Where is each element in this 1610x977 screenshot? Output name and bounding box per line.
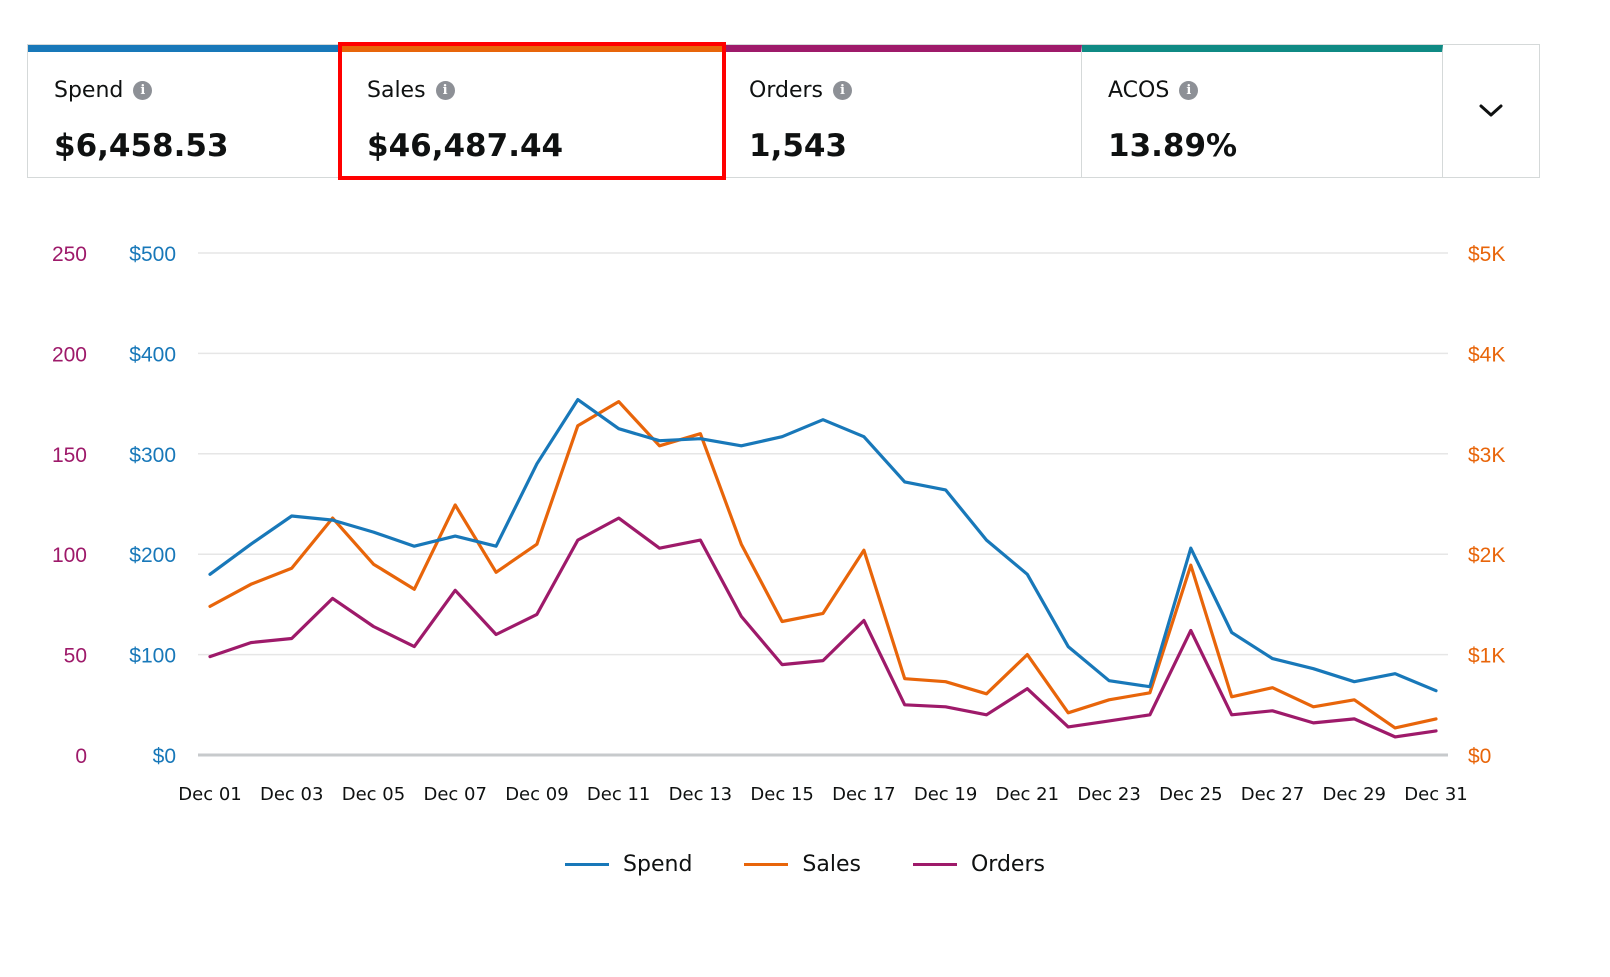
x-axis-tick-label: Dec 05 bbox=[342, 784, 405, 805]
legend-item-sales[interactable]: Sales bbox=[744, 852, 861, 877]
metric-label: ACOS i bbox=[1108, 78, 1199, 103]
orders-axis-tick-label: 150 bbox=[52, 444, 87, 467]
x-axis-tick-label: Dec 21 bbox=[996, 784, 1059, 805]
metric-tile-orders[interactable]: Orders i 1,543 bbox=[723, 45, 1082, 177]
sales-axis-tick-label: $4K bbox=[1468, 343, 1505, 366]
x-axis-tick-label: Dec 29 bbox=[1323, 784, 1386, 805]
spend-axis-tick-label: $400 bbox=[129, 343, 176, 366]
series-line-orders bbox=[208, 516, 1438, 739]
sales-axis-tick-label: $0 bbox=[1468, 745, 1491, 768]
legend-label: Sales bbox=[802, 852, 861, 877]
spend-axis-tick-label: $100 bbox=[129, 645, 176, 668]
info-icon[interactable]: i bbox=[435, 81, 455, 100]
metric-value: 13.89% bbox=[1108, 128, 1238, 164]
metric-label: Sales i bbox=[367, 78, 455, 103]
metric-value: $46,487.44 bbox=[367, 128, 564, 164]
metric-label: Spend i bbox=[54, 78, 153, 103]
metric-label-text: Spend bbox=[54, 78, 124, 103]
orders-axis-tick-label: 100 bbox=[52, 544, 87, 567]
info-icon[interactable]: i bbox=[1179, 81, 1199, 100]
spend-axis-tick-label: $200 bbox=[129, 544, 176, 567]
legend-item-orders[interactable]: Orders bbox=[912, 852, 1045, 877]
metric-value: 1,543 bbox=[749, 128, 848, 164]
x-axis-tick-label: Dec 03 bbox=[260, 784, 323, 805]
orders-axis-tick-label: 200 bbox=[52, 343, 87, 366]
sales-axis-tick-label: $5K bbox=[1468, 243, 1505, 266]
sales-axis-tick-label: $3K bbox=[1468, 444, 1505, 467]
orders-axis-tick-label: 0 bbox=[75, 745, 87, 768]
performance-chart: 0 $0 $0 50 $100 $1K 100 $200 $2K 150 $300 $3K 200 $40… bbox=[52, 243, 1505, 805]
metric-tile-sales[interactable]: Sales i $46,487.44 bbox=[338, 42, 726, 180]
x-axis-tick-label: Dec 13 bbox=[669, 784, 732, 805]
x-axis-tick-label: Dec 27 bbox=[1241, 784, 1304, 805]
x-axis-tick-label: Dec 23 bbox=[1077, 784, 1140, 805]
spend-axis-tick-label: $300 bbox=[129, 444, 176, 467]
chart-legend: Spend Sales Orders bbox=[0, 852, 1610, 877]
x-axis-tick-label: Dec 25 bbox=[1159, 784, 1222, 805]
legend-swatch bbox=[744, 863, 789, 866]
x-axis-tick-label: Dec 07 bbox=[423, 784, 486, 805]
legend-swatch bbox=[912, 863, 957, 866]
metric-label: Orders i bbox=[749, 78, 852, 103]
spend-axis-tick-label: $0 bbox=[153, 745, 176, 768]
x-axis-tick-label: Dec 15 bbox=[750, 784, 813, 805]
metric-value: $6,458.53 bbox=[54, 128, 229, 164]
metric-tile-acos[interactable]: ACOS i 13.89% bbox=[1082, 45, 1443, 177]
legend-label: Orders bbox=[970, 852, 1045, 877]
sales-axis-tick-label: $2K bbox=[1468, 544, 1505, 567]
legend-label: Spend bbox=[623, 852, 693, 877]
sales-axis-tick-label: $1K bbox=[1468, 645, 1505, 668]
x-axis-tick-label: Dec 09 bbox=[505, 784, 568, 805]
x-axis-tick-label: Dec 01 bbox=[178, 784, 241, 805]
expand-metrics-button[interactable] bbox=[1443, 45, 1539, 177]
x-axis-tick-label: Dec 31 bbox=[1404, 784, 1467, 805]
metric-label-text: Sales bbox=[367, 78, 426, 103]
spend-axis-tick-label: $500 bbox=[129, 243, 176, 266]
info-icon[interactable]: i bbox=[832, 81, 852, 100]
orders-axis-tick-label: 250 bbox=[52, 243, 87, 266]
chevron-down-icon bbox=[1479, 104, 1503, 117]
series-line-spend bbox=[208, 398, 1438, 693]
x-axis-tick-label: Dec 11 bbox=[587, 784, 650, 805]
x-axis-tick-label: Dec 19 bbox=[914, 784, 977, 805]
x-axis-tick-label: Dec 17 bbox=[832, 784, 895, 805]
info-icon[interactable]: i bbox=[133, 81, 153, 100]
orders-axis-tick-label: 50 bbox=[64, 645, 87, 668]
metric-tile-spend[interactable]: Spend i $6,458.53 bbox=[28, 45, 341, 177]
metric-label-text: Orders bbox=[749, 78, 823, 103]
legend-swatch bbox=[565, 863, 610, 866]
metric-label-text: ACOS bbox=[1108, 78, 1170, 103]
legend-item-spend[interactable]: Spend bbox=[565, 852, 692, 877]
series-line-sales bbox=[208, 400, 1438, 730]
metrics-bar: Spend i $6,458.53 Sales i $46,487.44 Ord… bbox=[27, 42, 1540, 180]
